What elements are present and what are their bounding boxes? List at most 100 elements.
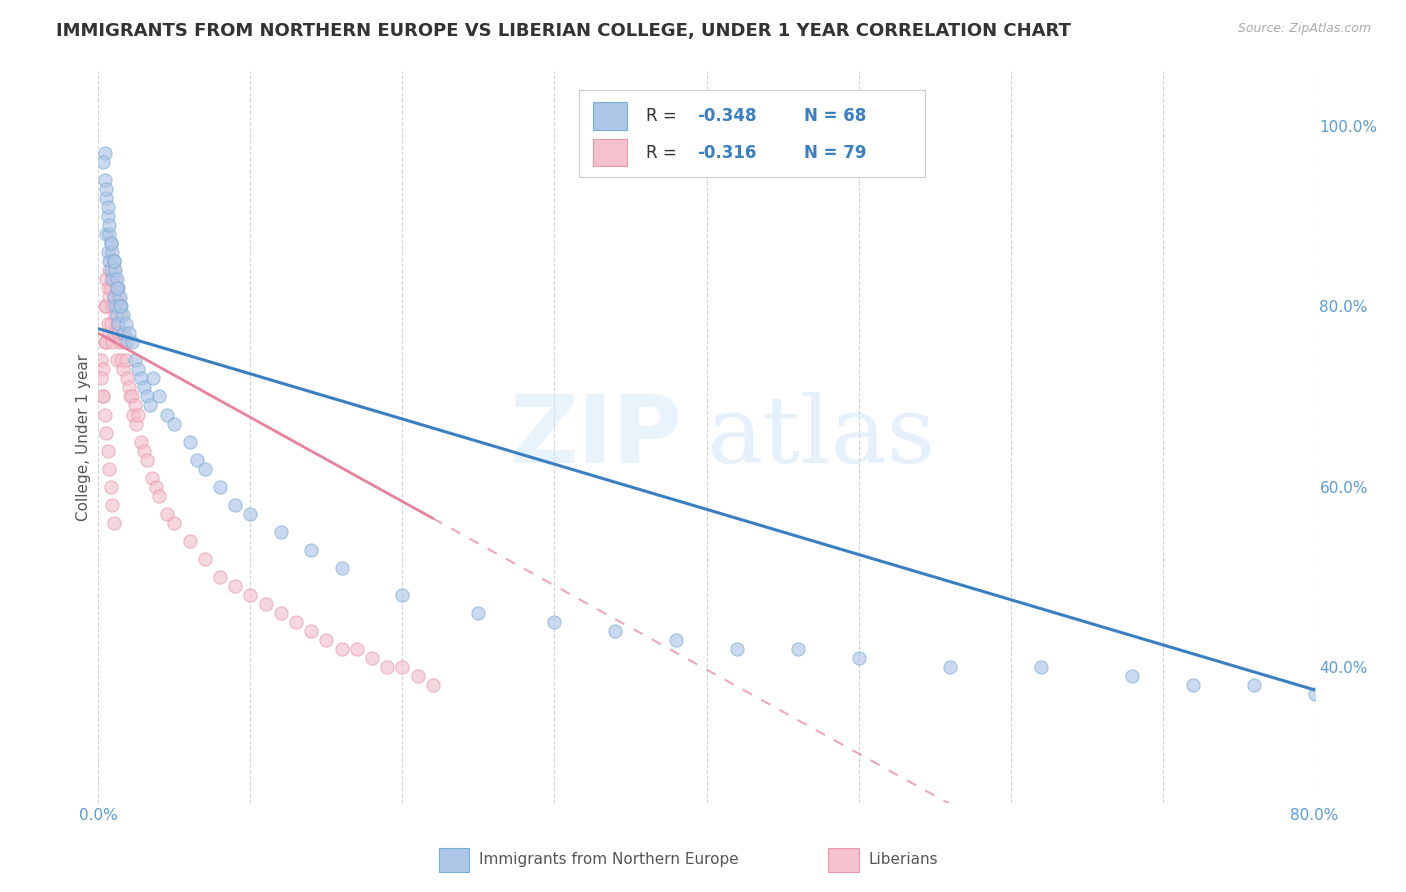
Point <box>330 561 353 575</box>
FancyBboxPatch shape <box>593 138 627 167</box>
Point <box>124 399 146 413</box>
Point <box>122 408 145 422</box>
Point <box>254 597 277 611</box>
FancyBboxPatch shape <box>579 90 925 178</box>
Point <box>98 461 121 475</box>
Point <box>148 489 170 503</box>
Point <box>107 317 129 331</box>
Point <box>129 371 152 385</box>
Point <box>93 408 115 422</box>
Point <box>163 417 186 431</box>
Point <box>110 299 132 313</box>
Point <box>94 227 117 241</box>
Point <box>299 624 322 639</box>
Point <box>127 408 149 422</box>
Point <box>224 579 246 593</box>
Point <box>90 371 112 385</box>
Point <box>111 362 134 376</box>
Point <box>1121 669 1143 683</box>
Point <box>127 362 149 376</box>
Point <box>100 235 122 250</box>
Point <box>107 326 129 341</box>
Point <box>665 633 688 648</box>
Point <box>103 254 125 268</box>
Point <box>101 299 124 313</box>
Point <box>104 299 127 313</box>
Point <box>105 317 128 331</box>
Point <box>110 353 132 368</box>
Point <box>100 254 122 268</box>
Point <box>107 290 129 304</box>
Point <box>101 498 124 512</box>
Point <box>145 480 167 494</box>
Point <box>209 480 232 494</box>
Point <box>1182 678 1205 692</box>
Point <box>98 254 121 268</box>
Point <box>98 263 121 277</box>
Point <box>96 281 118 295</box>
Point <box>299 543 322 558</box>
Point <box>467 606 489 620</box>
Point <box>101 335 124 350</box>
Point <box>330 642 353 657</box>
FancyBboxPatch shape <box>439 848 470 872</box>
Point <box>111 308 134 322</box>
Point <box>100 480 122 494</box>
Point <box>315 633 337 648</box>
Point <box>725 642 748 657</box>
Point <box>194 461 217 475</box>
Point <box>118 326 141 341</box>
Point <box>121 389 143 403</box>
Point <box>848 651 870 665</box>
Point <box>100 263 122 277</box>
Point <box>117 335 139 350</box>
Point <box>121 335 143 350</box>
Point <box>194 552 217 566</box>
Point <box>163 516 186 530</box>
Point <box>96 200 118 214</box>
Point <box>96 244 118 259</box>
Point <box>108 299 131 313</box>
Point <box>422 678 444 692</box>
Point <box>104 308 127 322</box>
Point <box>270 524 292 539</box>
Point <box>108 299 131 313</box>
Point <box>107 281 129 295</box>
Point <box>224 498 246 512</box>
Point <box>100 317 122 331</box>
Point <box>101 272 124 286</box>
Point <box>939 660 962 674</box>
Point <box>94 335 117 350</box>
Point <box>125 417 148 431</box>
Point <box>132 443 155 458</box>
Point <box>105 308 128 322</box>
Point <box>103 290 125 304</box>
Point <box>114 353 136 368</box>
Text: N = 68: N = 68 <box>804 107 866 125</box>
Point <box>105 353 128 368</box>
Point <box>136 452 159 467</box>
Point <box>605 624 627 639</box>
Point <box>346 642 368 657</box>
Point <box>110 308 132 322</box>
Point <box>94 191 117 205</box>
Point <box>361 651 384 665</box>
Point <box>96 209 118 223</box>
Point <box>91 389 114 403</box>
Point <box>98 326 121 341</box>
Point <box>391 660 413 674</box>
Point <box>93 299 115 313</box>
Point <box>543 615 565 630</box>
Point <box>786 642 808 657</box>
Point <box>270 606 292 620</box>
Point <box>94 182 117 196</box>
Point <box>375 660 398 674</box>
Point <box>209 570 232 584</box>
Point <box>186 452 208 467</box>
Point <box>156 507 179 521</box>
Point <box>93 145 115 160</box>
Point <box>104 272 127 286</box>
Text: R =: R = <box>645 144 682 161</box>
Point <box>98 227 121 241</box>
Point <box>179 533 201 548</box>
